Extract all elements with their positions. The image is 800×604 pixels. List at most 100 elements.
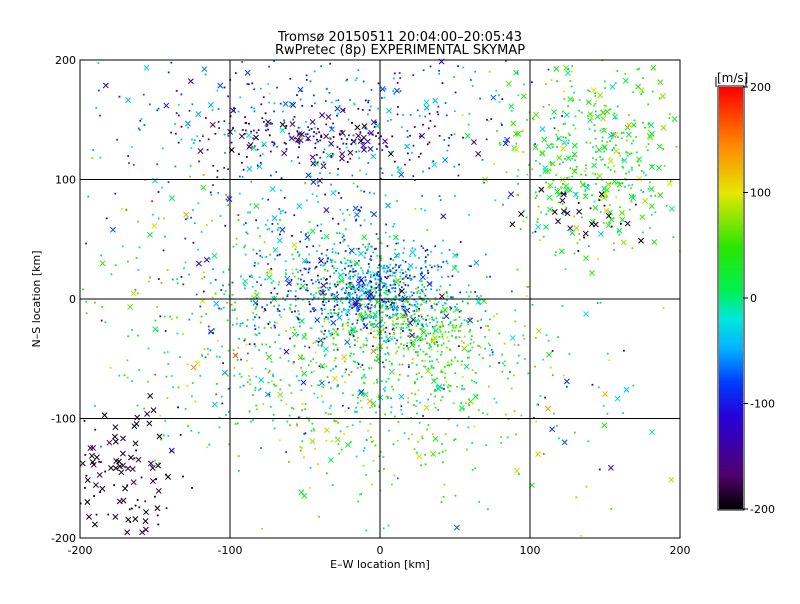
data-point-dot xyxy=(430,364,433,367)
data-point-dot xyxy=(358,157,361,159)
data-point-dot xyxy=(138,369,141,372)
data-point-cross xyxy=(452,252,459,259)
data-point-cross xyxy=(84,499,91,505)
data-point-dot xyxy=(351,139,353,142)
data-point-dot xyxy=(603,127,605,130)
data-point-cross xyxy=(443,313,450,320)
data-point-dot xyxy=(444,102,447,105)
data-point-dot xyxy=(336,304,339,306)
data-point-cross xyxy=(583,311,590,318)
data-point-dot xyxy=(462,136,464,139)
data-point-dot xyxy=(151,200,154,203)
data-point-dot xyxy=(95,513,98,516)
data-point-dot xyxy=(488,329,491,332)
data-point-dot xyxy=(179,433,182,436)
data-point-cross xyxy=(387,150,394,157)
data-point-dot xyxy=(324,262,327,265)
data-point-cross xyxy=(289,121,296,128)
data-point-dot xyxy=(601,140,604,142)
data-point-dot xyxy=(658,97,661,100)
data-point-dot xyxy=(478,353,481,356)
colorbar-band xyxy=(719,88,743,90)
data-point-dot xyxy=(380,320,383,323)
data-point-dot xyxy=(456,424,459,427)
data-point-dot xyxy=(419,339,422,342)
data-point-dot xyxy=(428,167,431,170)
data-point-dot xyxy=(301,104,304,107)
data-point-dot xyxy=(118,95,121,98)
data-point-dot xyxy=(365,294,368,297)
data-point-dot xyxy=(238,192,241,195)
colorbar-band xyxy=(719,329,743,331)
data-point-dot xyxy=(620,132,623,134)
data-point-dot xyxy=(668,117,671,120)
data-point-dot xyxy=(461,360,463,363)
data-point-dot xyxy=(429,300,431,302)
data-point-dot xyxy=(481,158,484,161)
data-point-cross xyxy=(99,485,106,492)
data-point-dot xyxy=(354,291,357,294)
data-point-dot xyxy=(233,366,236,369)
data-point-dot xyxy=(362,243,365,246)
data-point-cross xyxy=(423,404,430,411)
data-point-dot xyxy=(255,313,258,316)
data-point-dot xyxy=(330,155,332,157)
data-point-dot xyxy=(273,427,276,430)
data-point-dot xyxy=(321,309,324,312)
data-point-dot xyxy=(477,409,480,412)
data-point-dot xyxy=(160,282,163,284)
data-point-dot xyxy=(319,156,322,159)
data-point-dot xyxy=(364,246,367,248)
data-point-dot xyxy=(425,334,428,337)
data-point-dot xyxy=(540,211,542,214)
x-axis-label: E–W location [km] xyxy=(330,558,430,571)
data-point-dot xyxy=(250,420,252,423)
data-point-dot xyxy=(624,185,627,188)
data-point-dot xyxy=(523,83,525,86)
data-point-dot xyxy=(368,406,371,409)
data-point-dot xyxy=(346,138,348,141)
data-point-cross xyxy=(152,177,158,184)
data-point-dot xyxy=(441,443,443,446)
data-point-dot xyxy=(278,334,280,336)
data-point-dot xyxy=(428,355,431,358)
data-point-dot xyxy=(348,272,350,275)
data-point-dot xyxy=(418,155,420,158)
colorbar-band xyxy=(719,320,743,322)
data-point-dot xyxy=(383,299,386,302)
data-point-dot xyxy=(467,426,470,429)
data-point-dot xyxy=(595,183,597,185)
colorbar-band xyxy=(719,294,743,296)
data-point-dot xyxy=(347,277,350,279)
data-point-dot xyxy=(184,237,187,240)
data-point-dot xyxy=(403,320,406,323)
data-point-cross xyxy=(648,203,655,210)
data-point-dot xyxy=(298,325,301,328)
data-point-dot xyxy=(264,124,267,127)
data-point-dot xyxy=(301,447,303,449)
data-point-dot xyxy=(351,296,354,299)
data-point-dot xyxy=(414,318,417,321)
data-point-dot xyxy=(270,291,273,294)
data-point-dot xyxy=(436,111,439,113)
colorbar-band xyxy=(719,229,743,231)
data-point-dot xyxy=(356,396,359,399)
data-point-dot xyxy=(189,164,192,167)
data-point-cross xyxy=(430,337,437,344)
data-point-cross xyxy=(594,113,601,120)
data-point-dot xyxy=(241,129,244,131)
data-point-cross xyxy=(242,278,249,285)
data-point-cross xyxy=(539,150,546,157)
data-point-dot xyxy=(319,230,322,232)
data-point-dot xyxy=(433,378,436,381)
data-point-dot xyxy=(303,357,305,360)
data-point-dot xyxy=(340,448,343,451)
data-point-dot xyxy=(244,116,246,119)
data-point-cross xyxy=(154,505,161,512)
data-point-dot xyxy=(310,279,313,281)
colorbar-band xyxy=(719,477,743,479)
data-point-cross xyxy=(266,354,273,361)
data-point-cross xyxy=(155,462,162,469)
data-point-dot xyxy=(264,223,267,226)
data-point-dot xyxy=(341,325,344,327)
